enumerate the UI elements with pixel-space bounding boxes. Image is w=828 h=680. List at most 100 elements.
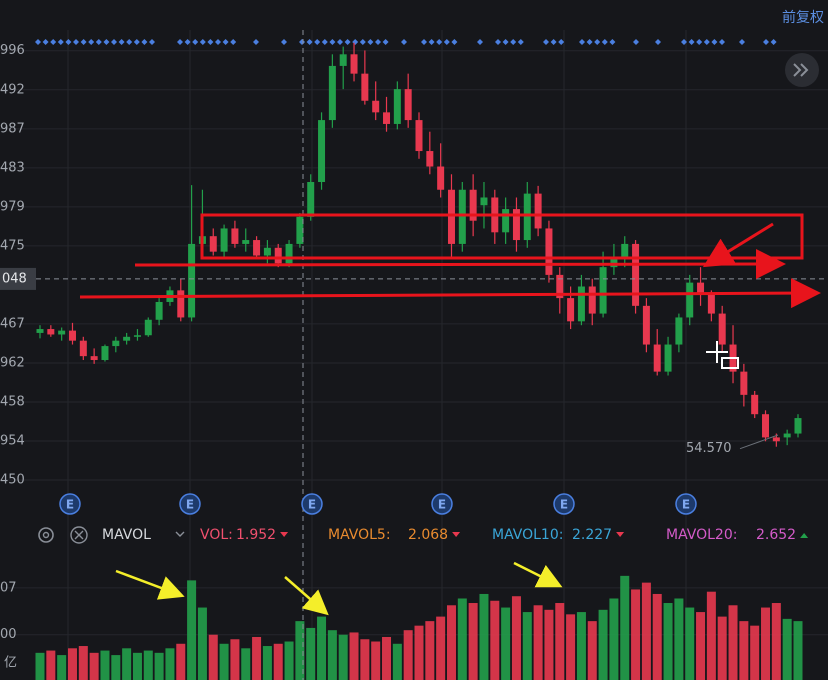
event-marker[interactable] (436, 39, 443, 45)
close-icon[interactable] (70, 526, 88, 544)
event-marker[interactable] (299, 39, 305, 45)
event-marker[interactable] (594, 39, 601, 45)
event-marker[interactable] (601, 39, 608, 45)
event-marker[interactable] (88, 39, 95, 45)
event-marker[interactable] (184, 39, 191, 45)
candle-body (393, 89, 401, 124)
event-marker[interactable] (281, 39, 287, 45)
event-marker[interactable] (126, 39, 133, 45)
event-marker[interactable] (141, 39, 148, 45)
volume-bar (631, 589, 641, 680)
event-marker[interactable] (609, 39, 616, 45)
event-marker[interactable] (344, 39, 351, 45)
event-badge[interactable] (431, 493, 453, 515)
event-marker[interactable] (65, 39, 72, 45)
candle-body (502, 209, 510, 233)
candle-body (437, 166, 445, 190)
event-marker[interactable] (502, 39, 509, 45)
event-marker[interactable] (375, 39, 381, 45)
event-marker[interactable] (57, 39, 64, 45)
event-marker[interactable] (50, 39, 57, 45)
event-marker[interactable] (133, 39, 140, 45)
event-marker[interactable] (770, 39, 777, 45)
event-badge[interactable] (301, 493, 323, 515)
event-marker[interactable] (451, 39, 458, 45)
event-marker[interactable] (207, 39, 214, 45)
event-marker[interactable] (80, 39, 87, 45)
event-marker[interactable] (177, 39, 183, 45)
event-marker[interactable] (763, 39, 769, 45)
event-marker[interactable] (428, 39, 435, 45)
volume-bar (165, 648, 175, 680)
event-marker[interactable] (421, 39, 427, 45)
event-marker[interactable] (149, 39, 155, 45)
event-marker[interactable] (118, 39, 125, 45)
event-marker[interactable] (359, 39, 366, 45)
event-marker[interactable] (73, 39, 79, 45)
indicator-dropdown[interactable] (175, 531, 185, 537)
event-marker[interactable] (329, 39, 336, 45)
event-marker[interactable] (35, 39, 41, 45)
settings-icon[interactable] (38, 527, 54, 543)
event-marker[interactable] (550, 39, 557, 45)
event-marker[interactable] (382, 39, 389, 45)
candle-body (621, 243, 629, 260)
volume-bar (587, 621, 597, 680)
event-badge-label[interactable]: E (438, 498, 446, 512)
event-marker[interactable] (703, 39, 710, 45)
event-marker[interactable] (655, 39, 661, 45)
volume-bar (490, 600, 500, 680)
event-marker[interactable] (215, 39, 221, 45)
event-marker[interactable] (192, 39, 199, 45)
event-badge[interactable] (553, 493, 575, 515)
event-marker[interactable] (711, 39, 718, 45)
event-marker[interactable] (352, 39, 359, 45)
event-marker[interactable] (222, 39, 229, 45)
event-marker[interactable] (543, 39, 549, 45)
event-marker[interactable] (103, 39, 110, 45)
event-marker[interactable] (586, 39, 593, 45)
event-marker[interactable] (719, 39, 725, 45)
event-marker[interactable] (199, 39, 206, 45)
event-marker[interactable] (367, 39, 374, 45)
adjust-mode[interactable]: 前复权 (782, 9, 824, 26)
event-marker[interactable] (739, 39, 745, 45)
event-badge-label[interactable]: E (560, 498, 568, 512)
event-marker[interactable] (477, 39, 483, 45)
event-marker[interactable] (510, 39, 517, 45)
event-marker[interactable] (42, 39, 49, 45)
event-marker[interactable] (95, 39, 102, 45)
volume-bar (392, 643, 402, 680)
event-badge[interactable] (59, 493, 81, 515)
event-marker[interactable] (443, 39, 450, 45)
event-marker[interactable] (495, 39, 501, 45)
event-marker[interactable] (253, 39, 259, 45)
volume-bar (436, 616, 446, 680)
event-marker[interactable] (696, 39, 703, 45)
event-marker[interactable] (337, 39, 343, 45)
event-marker[interactable] (688, 39, 695, 45)
event-badge-label[interactable]: E (186, 498, 194, 512)
event-marker[interactable] (517, 39, 524, 45)
event-marker[interactable] (230, 39, 237, 45)
event-marker[interactable] (579, 39, 585, 45)
indicator-name[interactable]: MAVOL (102, 527, 151, 543)
event-badge-label[interactable]: E (682, 498, 690, 512)
event-marker[interactable] (558, 39, 565, 45)
event-marker[interactable] (314, 39, 321, 45)
volume-bar (457, 598, 467, 680)
event-badge-label[interactable]: E (66, 498, 74, 512)
event-badge-label[interactable]: E (308, 498, 316, 512)
expand-button[interactable] (785, 53, 819, 87)
event-marker[interactable] (321, 39, 328, 45)
event-marker[interactable] (401, 39, 407, 45)
candle-body (188, 243, 196, 318)
event-badge[interactable] (179, 493, 201, 515)
candle-body (372, 100, 380, 113)
event-marker[interactable] (633, 39, 639, 45)
event-marker[interactable] (111, 39, 117, 45)
event-marker[interactable] (681, 39, 687, 45)
event-marker[interactable] (306, 39, 313, 45)
volume-bar (273, 643, 283, 680)
event-badge[interactable] (675, 493, 697, 515)
